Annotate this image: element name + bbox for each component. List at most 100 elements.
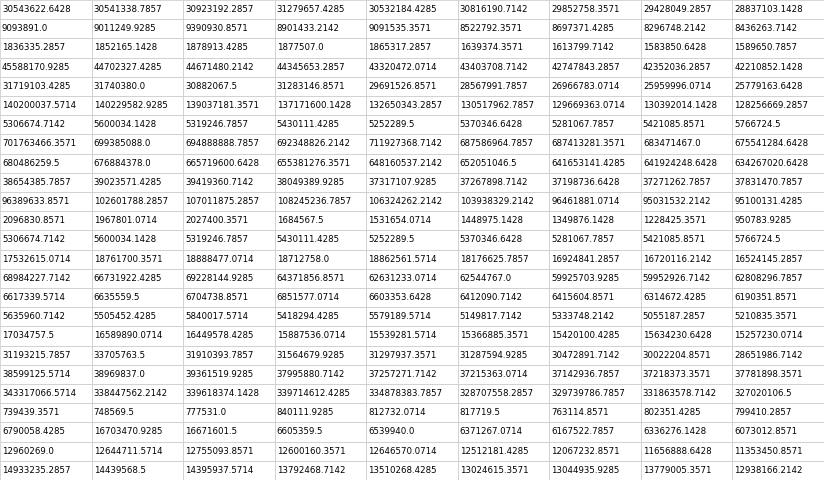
Text: 5600034.1428: 5600034.1428 — [94, 120, 157, 129]
Bar — [550, 442, 641, 461]
Bar — [641, 19, 733, 38]
Bar — [91, 422, 183, 442]
Text: 43403708.7142: 43403708.7142 — [460, 63, 528, 72]
Bar — [91, 173, 183, 192]
Text: 59952926.7142: 59952926.7142 — [643, 274, 711, 283]
Bar — [183, 154, 274, 173]
Text: 39361519.9285: 39361519.9285 — [185, 370, 253, 379]
Text: 29691526.8571: 29691526.8571 — [368, 82, 437, 91]
Bar — [550, 461, 641, 480]
Text: 6617339.5714: 6617339.5714 — [2, 293, 65, 302]
Bar — [366, 422, 458, 442]
Bar — [366, 38, 458, 58]
Text: 18862561.5714: 18862561.5714 — [368, 255, 437, 264]
Bar — [91, 384, 183, 403]
Bar — [366, 307, 458, 326]
Bar — [458, 365, 550, 384]
Text: 675541284.6428: 675541284.6428 — [734, 140, 808, 148]
Text: 16703470.9285: 16703470.9285 — [94, 428, 162, 436]
Text: 16589890.0714: 16589890.0714 — [94, 332, 162, 340]
Bar — [366, 346, 458, 365]
Bar — [733, 307, 824, 326]
Text: 1836335.2857: 1836335.2857 — [2, 44, 65, 52]
Bar — [550, 365, 641, 384]
Text: 1878913.4285: 1878913.4285 — [185, 44, 248, 52]
Bar — [733, 384, 824, 403]
Text: 12960269.0: 12960269.0 — [2, 447, 54, 456]
Bar — [733, 403, 824, 422]
Bar — [183, 0, 274, 19]
Text: 39023571.4285: 39023571.4285 — [94, 178, 162, 187]
Bar — [641, 403, 733, 422]
Bar — [458, 307, 550, 326]
Bar — [366, 0, 458, 19]
Text: 334878383.7857: 334878383.7857 — [368, 389, 442, 398]
Bar — [641, 326, 733, 346]
Text: 15634230.6428: 15634230.6428 — [643, 332, 711, 340]
Text: 5281067.7857: 5281067.7857 — [551, 236, 615, 244]
Bar — [274, 173, 366, 192]
Text: 37317107.9285: 37317107.9285 — [368, 178, 437, 187]
Bar — [641, 134, 733, 154]
Bar — [183, 461, 274, 480]
Text: 648160537.2142: 648160537.2142 — [368, 159, 442, 168]
Bar — [641, 115, 733, 134]
Text: 14933235.2857: 14933235.2857 — [2, 466, 71, 475]
Bar — [0, 288, 91, 307]
Text: 31740380.0: 31740380.0 — [94, 82, 146, 91]
Bar — [366, 115, 458, 134]
Text: 25959996.0714: 25959996.0714 — [643, 82, 711, 91]
Text: 29428049.2857: 29428049.2857 — [643, 5, 711, 14]
Bar — [274, 58, 366, 77]
Text: 5840017.5714: 5840017.5714 — [185, 312, 248, 321]
Text: 5579189.5714: 5579189.5714 — [368, 312, 431, 321]
Text: 12938166.2142: 12938166.2142 — [734, 466, 803, 475]
Bar — [550, 326, 641, 346]
Bar — [91, 288, 183, 307]
Text: 1613799.7142: 1613799.7142 — [551, 44, 614, 52]
Bar — [733, 250, 824, 269]
Bar — [91, 250, 183, 269]
Bar — [91, 0, 183, 19]
Text: 16449578.4285: 16449578.4285 — [185, 332, 254, 340]
Text: 11353450.8571: 11353450.8571 — [734, 447, 803, 456]
Bar — [0, 461, 91, 480]
Bar — [641, 461, 733, 480]
Text: 107011875.2857: 107011875.2857 — [185, 197, 260, 206]
Bar — [641, 346, 733, 365]
Bar — [733, 0, 824, 19]
Text: 1583850.6428: 1583850.6428 — [643, 44, 706, 52]
Bar — [366, 442, 458, 461]
Text: 30541338.7857: 30541338.7857 — [94, 5, 162, 14]
Text: 5281067.7857: 5281067.7857 — [551, 120, 615, 129]
Bar — [458, 115, 550, 134]
Text: 9091535.3571: 9091535.3571 — [368, 24, 431, 33]
Text: 33705763.5: 33705763.5 — [94, 351, 146, 360]
Bar — [0, 250, 91, 269]
Text: 30472891.7142: 30472891.7142 — [551, 351, 620, 360]
Text: 1877507.0: 1877507.0 — [277, 44, 323, 52]
Text: 5149817.7142: 5149817.7142 — [460, 312, 522, 321]
Bar — [91, 269, 183, 288]
Text: 8522792.3571: 8522792.3571 — [460, 24, 522, 33]
Bar — [274, 269, 366, 288]
Bar — [641, 288, 733, 307]
Text: 692348826.2142: 692348826.2142 — [277, 140, 351, 148]
Bar — [641, 269, 733, 288]
Bar — [641, 38, 733, 58]
Text: 6704738.8571: 6704738.8571 — [185, 293, 248, 302]
Bar — [550, 154, 641, 173]
Bar — [550, 38, 641, 58]
Text: 5252289.5: 5252289.5 — [368, 120, 414, 129]
Text: 6190351.8571: 6190351.8571 — [734, 293, 798, 302]
Text: 15257230.0714: 15257230.0714 — [734, 332, 803, 340]
Text: 45588170.9285: 45588170.9285 — [2, 63, 71, 72]
Bar — [91, 365, 183, 384]
Text: 14439568.5: 14439568.5 — [94, 466, 146, 475]
Text: 28837103.1428: 28837103.1428 — [734, 5, 803, 14]
Text: 38654385.7857: 38654385.7857 — [2, 178, 71, 187]
Text: 9093891.0: 9093891.0 — [2, 24, 49, 33]
Text: 8901433.2142: 8901433.2142 — [277, 24, 339, 33]
Bar — [274, 365, 366, 384]
Bar — [550, 230, 641, 250]
